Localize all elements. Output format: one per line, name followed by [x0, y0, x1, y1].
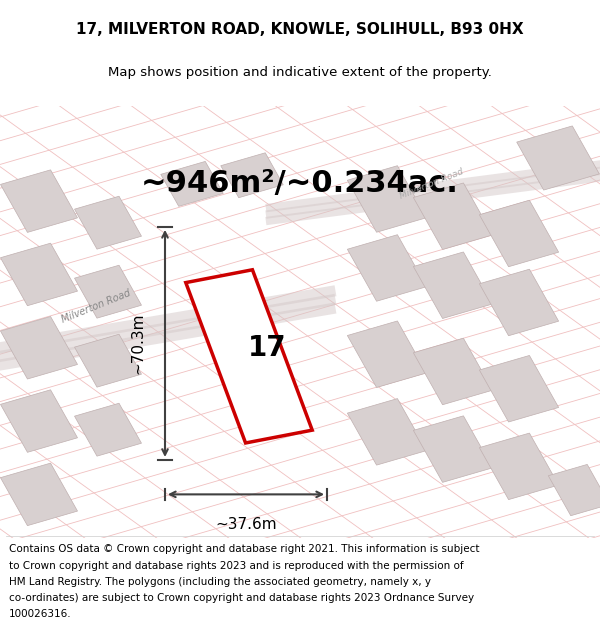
Polygon shape [479, 356, 559, 422]
Text: ~37.6m: ~37.6m [215, 517, 277, 532]
Polygon shape [74, 265, 142, 318]
Polygon shape [479, 269, 559, 336]
Polygon shape [479, 433, 559, 499]
Text: HM Land Registry. The polygons (including the associated geometry, namely x, y: HM Land Registry. The polygons (includin… [9, 577, 431, 587]
Polygon shape [74, 334, 142, 387]
Polygon shape [221, 152, 283, 198]
Text: Milverton Road: Milverton Road [60, 288, 132, 325]
Text: 17, MILVERTON ROAD, KNOWLE, SOLIHULL, B93 0HX: 17, MILVERTON ROAD, KNOWLE, SOLIHULL, B9… [76, 22, 524, 38]
Polygon shape [413, 183, 493, 249]
Text: Milverton Road: Milverton Road [399, 167, 465, 201]
Polygon shape [74, 403, 142, 456]
Polygon shape [413, 252, 493, 319]
Polygon shape [1, 170, 77, 232]
Text: ~946m²/~0.234ac.: ~946m²/~0.234ac. [141, 169, 459, 198]
Polygon shape [186, 270, 312, 443]
Polygon shape [413, 338, 493, 405]
Text: 100026316.: 100026316. [9, 609, 71, 619]
Polygon shape [347, 166, 427, 232]
Polygon shape [413, 416, 493, 482]
Polygon shape [1, 463, 77, 526]
Polygon shape [347, 399, 427, 465]
Polygon shape [1, 316, 77, 379]
Polygon shape [517, 126, 599, 190]
Polygon shape [161, 161, 223, 206]
Text: 17: 17 [248, 334, 286, 362]
Polygon shape [1, 390, 77, 452]
Text: co-ordinates) are subject to Crown copyright and database rights 2023 Ordnance S: co-ordinates) are subject to Crown copyr… [9, 593, 474, 603]
Polygon shape [548, 464, 600, 516]
Text: Contains OS data © Crown copyright and database right 2021. This information is : Contains OS data © Crown copyright and d… [9, 544, 479, 554]
Polygon shape [1, 243, 77, 306]
Polygon shape [479, 200, 559, 267]
Polygon shape [74, 196, 142, 249]
Text: Map shows position and indicative extent of the property.: Map shows position and indicative extent… [108, 66, 492, 79]
Text: to Crown copyright and database rights 2023 and is reproduced with the permissio: to Crown copyright and database rights 2… [9, 561, 464, 571]
Polygon shape [347, 235, 427, 301]
Text: ~70.3m: ~70.3m [131, 312, 146, 374]
Polygon shape [347, 321, 427, 388]
